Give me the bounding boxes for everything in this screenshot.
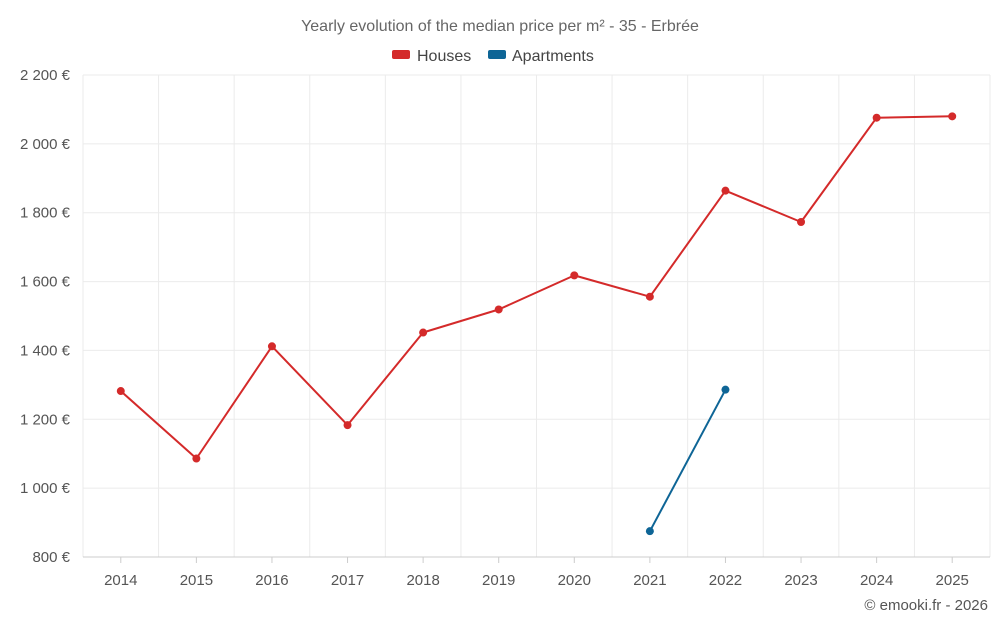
data-point-houses-2014[interactable]: [116, 387, 125, 396]
data-point-houses-2021[interactable]: [645, 292, 654, 301]
legend[interactable]: Houses Apartments: [392, 48, 594, 65]
y-tick-label: 1 800 €: [20, 205, 71, 222]
series-layer: [116, 112, 957, 536]
data-point-houses-2017[interactable]: [343, 421, 352, 430]
axis-layer: 800 € 1 000 € 1 200 € 1 400 € 1 600 € 1 800 €…: [20, 67, 990, 589]
x-tick-label: 2025: [936, 572, 969, 589]
data-point-houses-2022[interactable]: [721, 186, 730, 195]
y-tick-label: 1 600 €: [20, 274, 71, 291]
y-tick-label: 1 400 €: [20, 342, 71, 359]
legend-item-houses[interactable]: Houses: [392, 48, 471, 65]
data-point-houses-2019[interactable]: [494, 305, 503, 314]
series-apartments: [645, 385, 730, 536]
legend-label-houses: Houses: [417, 48, 471, 65]
x-tick-label: 2017: [331, 572, 364, 589]
x-tick-label: 2020: [558, 572, 591, 589]
credit-text: © emooki.fr - 2026: [864, 597, 988, 614]
series-line-apartments: [649, 389, 727, 532]
x-tick-label: 2014: [104, 572, 137, 589]
x-tick-label: 2023: [784, 572, 817, 589]
chart-title: Yearly evolution of the median price per…: [301, 18, 699, 35]
legend-swatch-apartments: [488, 50, 506, 59]
x-tick-label: 2016: [255, 572, 288, 589]
y-tick-label: 1 000 €: [20, 480, 71, 497]
x-tick-label: 2022: [709, 572, 742, 589]
series-line-houses: [120, 115, 953, 460]
y-tick-label: 1 200 €: [20, 411, 71, 428]
y-tick-label: 800 €: [32, 549, 70, 566]
legend-label-apartments: Apartments: [512, 48, 594, 65]
x-tick-label: 2021: [633, 572, 666, 589]
data-point-houses-2024[interactable]: [872, 113, 881, 122]
data-point-houses-2018[interactable]: [419, 328, 428, 337]
y-tick-label: 2 200 €: [20, 67, 71, 84]
data-point-apartments-2022[interactable]: [721, 385, 730, 394]
x-tick-label: 2015: [180, 572, 213, 589]
legend-swatch-houses: [392, 50, 410, 59]
data-point-houses-2020[interactable]: [570, 271, 579, 280]
x-tick-label: 2018: [406, 572, 439, 589]
data-point-houses-2023[interactable]: [797, 218, 806, 227]
data-point-houses-2016[interactable]: [267, 342, 276, 351]
data-point-houses-2015[interactable]: [192, 454, 201, 463]
data-point-apartments-2021[interactable]: [645, 527, 654, 536]
legend-item-apartments[interactable]: Apartments: [488, 48, 594, 65]
series-houses: [116, 112, 957, 463]
x-tick-label: 2024: [860, 572, 893, 589]
grid-layer: [82, 74, 991, 557]
data-point-houses-2025[interactable]: [948, 112, 957, 121]
y-tick-label: 2 000 €: [20, 136, 71, 153]
x-tick-label: 2019: [482, 572, 515, 589]
